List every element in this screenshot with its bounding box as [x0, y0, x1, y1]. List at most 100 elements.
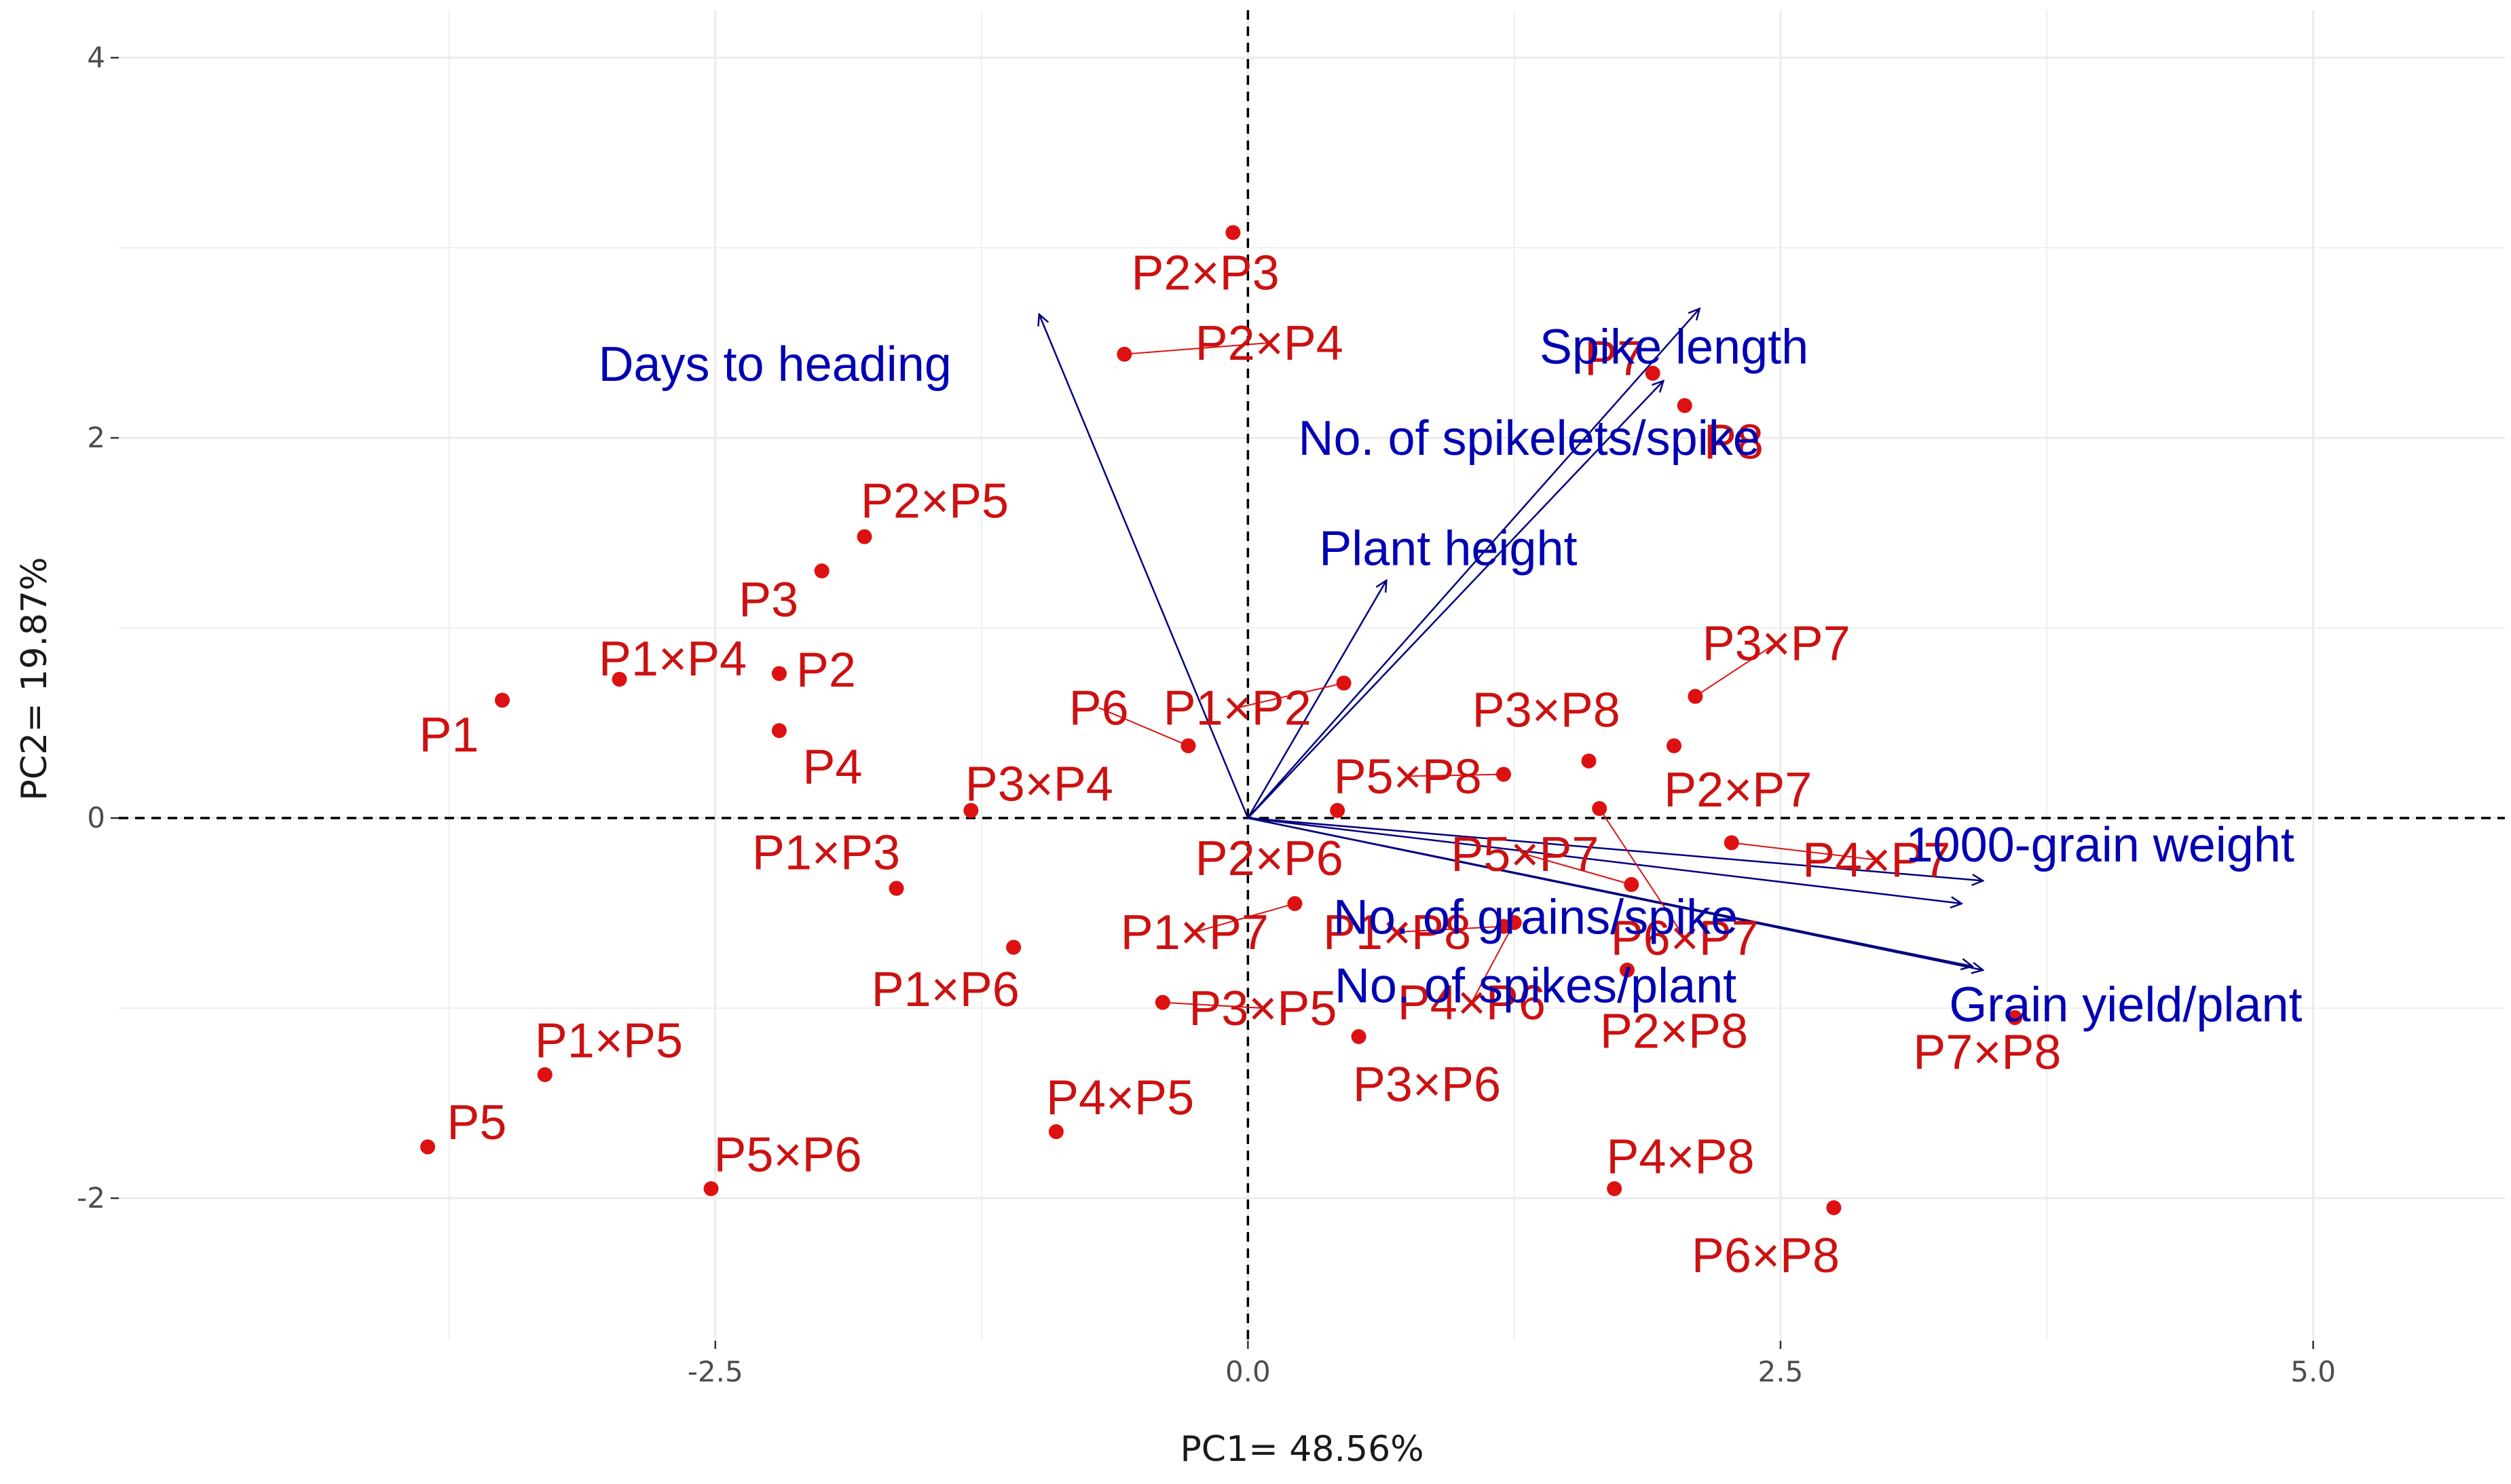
y-tick-label: 4 [87, 41, 105, 74]
y-tick-label: -2 [77, 1181, 105, 1214]
point-p5 [420, 1139, 436, 1155]
leader-p5xp8 [1407, 773, 1504, 777]
point-p2xp6 [1330, 802, 1345, 818]
point-label-p1xp2: P1×P2 [1164, 682, 1312, 736]
point-label-p6xp8: P6×P8 [1692, 1229, 1840, 1283]
leader-p3xp7 [1694, 642, 1777, 697]
point-p5xp6 [703, 1181, 719, 1196]
axes: -2.5 0.0 2.5 5.0 -2 0 2 4 [77, 41, 2336, 1388]
vector-no-of-grains-spike [1248, 817, 1961, 904]
leader-p4xp6 [1470, 922, 1515, 1003]
point-label-p1xp5: P1×P5 [535, 1014, 683, 1069]
point-label-p7xp8: P7×P8 [1913, 1025, 2061, 1079]
point-p4 [771, 723, 787, 739]
y-tick-label: 2 [87, 421, 105, 454]
point-label-p1xp3: P1×P3 [752, 826, 900, 880]
point-label-p1xp4: P1×P4 [599, 632, 747, 686]
leader-p2xp4 [1124, 342, 1269, 355]
point-label-p1xp7: P1×P7 [1121, 906, 1269, 960]
reference-lines [119, 10, 2505, 1341]
loading-vectors [1039, 309, 1983, 970]
x-tick-label: 0.0 [1225, 1355, 1271, 1388]
y-tick-label: 0 [87, 801, 105, 834]
vector-label-spike-length: Spike length [1540, 320, 1808, 375]
leader-p1xp2 [1237, 682, 1344, 709]
point-label-p4xp6: P4×P6 [1398, 976, 1546, 1031]
point-label-p5xp8: P5×P8 [1334, 749, 1482, 804]
x-tick-label: 2.5 [1758, 1355, 1804, 1388]
point-p2 [771, 666, 787, 682]
point-p5xp8 [1495, 766, 1511, 782]
point-label-p8: P8 [1704, 415, 1764, 470]
vector-label-grain-yield-plant: Grain yield/plant [1949, 978, 2302, 1032]
point-p8 [1677, 398, 1692, 413]
point-label-p1xp8: P1×P8 [1323, 906, 1471, 960]
point-p2xp8 [1619, 963, 1635, 978]
y-axis-title: PC2= 19.87% [14, 557, 55, 800]
point-label-p3xp6: P3×P6 [1353, 1058, 1501, 1112]
point-p1xp5 [537, 1067, 553, 1082]
point-p1xp4 [612, 671, 627, 687]
point-p3xp4 [963, 802, 979, 818]
point-p6xp8 [1826, 1200, 1842, 1215]
leader-p4xp7 [1731, 842, 1877, 861]
point-label-p2xp5: P2×P5 [861, 474, 1009, 528]
point-label-p2xp3: P2×P3 [1131, 246, 1279, 300]
point-p3xp6 [1351, 1029, 1366, 1044]
vector-label-no-of-spikes-plant: No. of spikes/plant [1335, 959, 1736, 1013]
point-p2xp3 [1225, 225, 1241, 240]
point-label-p4xp5: P4×P5 [1046, 1071, 1194, 1126]
vector-grain-yield-plant [1248, 817, 1983, 970]
point-p5xp7 [1624, 877, 1639, 892]
point-p1 [494, 692, 510, 708]
vector-no-of-spikelets-spike [1247, 381, 1663, 819]
point-p7xp8 [2007, 1010, 2023, 1025]
point-p4xp5 [1048, 1124, 1064, 1139]
point-label-p3xp5: P3×P5 [1189, 982, 1337, 1036]
point-p1xp6 [1006, 940, 1022, 955]
point-label-p6xp7: P6×P7 [1611, 911, 1759, 965]
point-label-p4: P4 [802, 740, 862, 794]
vector-label-plant-height: Plant height [1319, 521, 1577, 576]
point-p3xp8 [1581, 754, 1597, 768]
point-p3xp5 [1155, 995, 1170, 1010]
point-label-p5xp6: P5×P6 [713, 1128, 861, 1183]
vector-label-1000-grain-weight: 1000-grain weight [1906, 818, 2294, 872]
leader-p3xp5 [1162, 1001, 1263, 1009]
vector-label-no-of-spikelets-spike: No. of spikelets/spike [1298, 411, 1760, 466]
point-label-p2xp6: P2×P6 [1195, 832, 1343, 886]
x-tick-label: -2.5 [688, 1355, 743, 1388]
score-points [420, 225, 2023, 1215]
point-label-p3xp4: P3×P4 [965, 758, 1113, 812]
point-label-p5xp7: P5×P7 [1451, 828, 1599, 882]
point-p4xp7 [1724, 835, 1739, 851]
vector-label-no-of-grains-spike: No. of grains/spike [1333, 891, 1738, 945]
x-tick-label: 5.0 [2290, 1355, 2336, 1388]
point-p3 [814, 563, 830, 578]
vector-days-to-heading [1039, 314, 1249, 819]
point-label-p3: P3 [739, 573, 798, 627]
point-label-p2xp4: P2×P4 [1195, 316, 1343, 371]
point-p4xp8 [1607, 1181, 1622, 1196]
leader-p6xp7 [1599, 808, 1686, 938]
x-axis-title: PC1= 48.56% [1180, 1429, 1424, 1470]
label-leaders [1098, 342, 1877, 1009]
point-label-p4xp8: P4×P8 [1606, 1130, 1754, 1184]
point-p6 [1180, 738, 1196, 754]
point-label-p6: P6 [1069, 682, 1129, 736]
point-p2xp7 [1667, 738, 1682, 754]
leader-p6 [1098, 707, 1189, 747]
vector-plant-height [1247, 580, 1386, 819]
point-p2xp4 [1117, 346, 1132, 362]
point-p6xp7 [1592, 801, 1607, 816]
vector-1000-grain-weight [1248, 817, 1983, 880]
vector-label-days-to-heading: Days to heading [598, 337, 951, 392]
point-label-p1xp6: P1×P6 [872, 963, 1020, 1017]
point-label-p4xp7: P4×P7 [1802, 834, 1950, 888]
leader-p1xp8 [1396, 925, 1504, 933]
vector-spike-length [1247, 309, 1699, 819]
leader-p5xp7 [1525, 853, 1632, 885]
point-label-p5: P5 [447, 1096, 506, 1150]
point-p1xp2 [1336, 675, 1352, 691]
point-p1xp7 [1287, 896, 1303, 911]
